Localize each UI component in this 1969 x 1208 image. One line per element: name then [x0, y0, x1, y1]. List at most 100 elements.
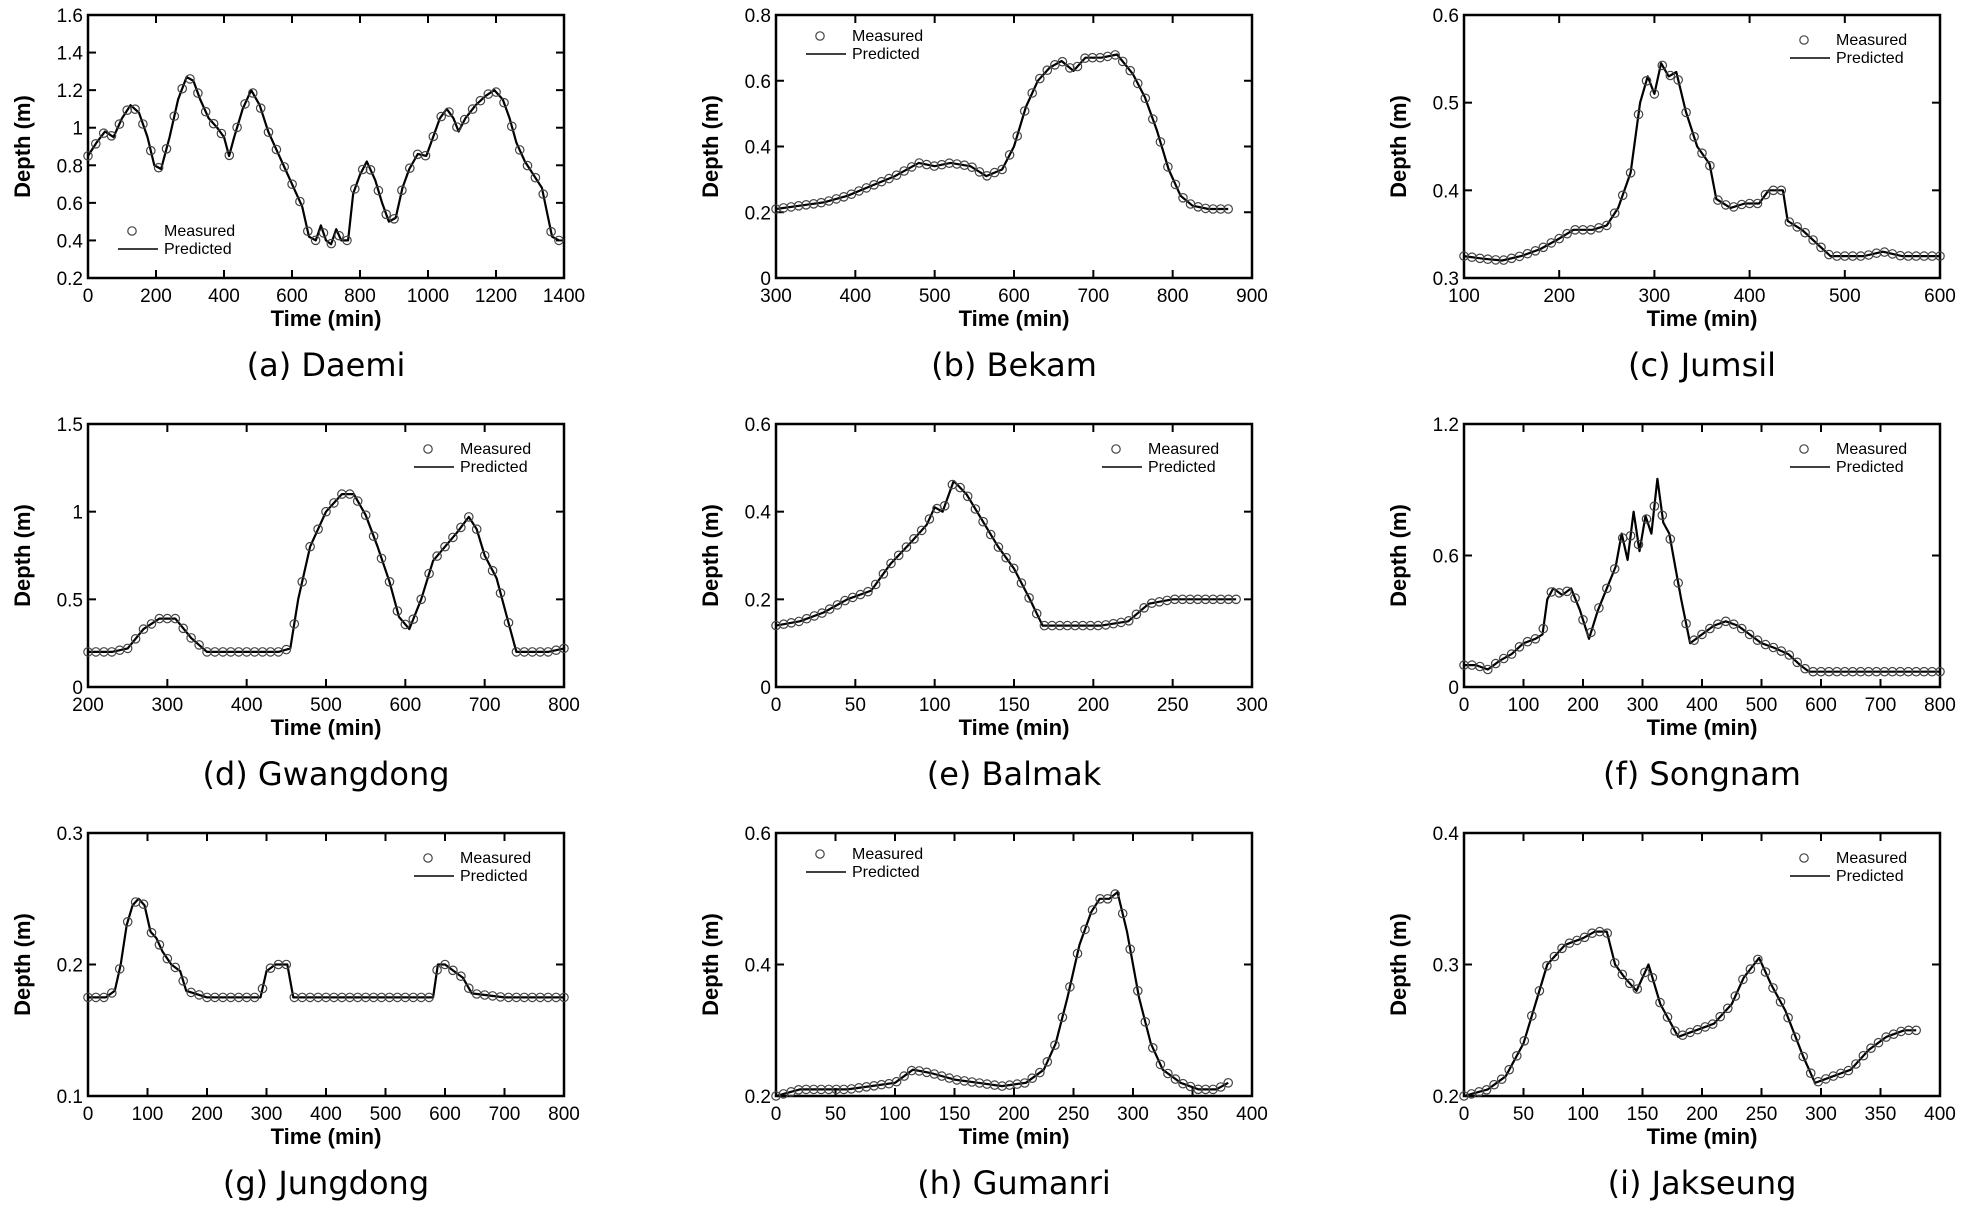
measured-point: [491, 87, 501, 97]
x-tick-label: 600: [389, 695, 421, 716]
legend-label-predicted: Predicted: [852, 864, 920, 881]
measured-point: [952, 1075, 962, 1085]
measured-point: [281, 959, 292, 970]
legend-marker-measured: [127, 226, 137, 236]
x-tick-label: 500: [1829, 286, 1861, 307]
measured-point: [863, 586, 873, 597]
measured-point: [255, 103, 266, 113]
chart-panel: 0 200 400 600 800 1000 1200 1400 0.2 0.4 0.6 0.8 1 1.…: [10, 6, 585, 384]
measured-point: [808, 199, 819, 209]
measured-point: [985, 529, 996, 540]
y-tick-label: 0.2: [745, 590, 771, 611]
measured-point: [1805, 1068, 1816, 1078]
measured-point: [1744, 629, 1755, 640]
measured-point: [838, 1084, 849, 1095]
measured-point: [1713, 195, 1723, 205]
measured-point: [1790, 1032, 1801, 1042]
measured-point: [801, 200, 811, 210]
measured-point: [1792, 222, 1802, 232]
measured-point: [130, 633, 141, 644]
measured-point: [906, 1065, 917, 1076]
measured-point: [479, 550, 490, 561]
measured-point: [1760, 967, 1771, 977]
measured-point: [793, 1085, 804, 1095]
measured-point: [1019, 106, 1030, 116]
measured-point: [1728, 619, 1739, 629]
measured-point: [344, 489, 355, 499]
legend-label-measured: Measured: [1148, 441, 1219, 458]
measured-point: [1662, 1012, 1673, 1022]
measured-point: [1736, 623, 1747, 634]
measured-point: [816, 1084, 826, 1095]
measured-point: [1483, 664, 1493, 675]
x-axis-label: Time (min): [959, 306, 1070, 331]
x-tick-label: 250: [1058, 1104, 1090, 1125]
measured-point: [1689, 635, 1699, 645]
measured-point: [1625, 530, 1636, 541]
measured-point: [463, 512, 474, 522]
y-axis-label: Depth (m): [1386, 504, 1411, 607]
y-axis-label: Depth (m): [698, 504, 723, 607]
x-tick-label: 400: [208, 286, 240, 307]
measured-point: [1042, 1057, 1053, 1067]
measured-point: [122, 643, 133, 654]
measured-point: [1705, 160, 1715, 171]
measured-point: [373, 185, 384, 196]
measured-point: [1816, 242, 1826, 253]
measured-point: [318, 228, 329, 238]
measured-point: [170, 962, 181, 973]
measured-point: [1133, 985, 1143, 996]
measured-point: [185, 74, 195, 84]
measured-point: [1148, 1043, 1158, 1053]
x-tick-label: 250: [1746, 1104, 1778, 1125]
measured-point: [899, 166, 909, 176]
y-tick-label: 0.3: [1433, 956, 1459, 977]
x-tick-label: 1200: [475, 286, 517, 307]
measured-point: [1903, 1025, 1914, 1036]
measured-point: [408, 614, 419, 624]
measured-point: [1697, 148, 1707, 158]
measured-point: [1896, 1026, 1906, 1037]
measured-point: [778, 619, 789, 629]
measured-point: [1665, 70, 1676, 81]
measured-point: [271, 144, 282, 155]
x-tick-label: 300: [1236, 695, 1268, 716]
y-tick-label: 0.4: [1433, 181, 1460, 202]
measured-point: [1035, 73, 1045, 84]
legend-label-predicted: Predicted: [1836, 50, 1904, 67]
y-tick-label: 0.2: [57, 269, 83, 290]
measured-point: [1655, 997, 1665, 1008]
measured-point: [1155, 137, 1166, 147]
measured-point: [1800, 663, 1810, 674]
chart-panel: 0 50 100 150 200 250 300 350 400 0.2 0.4 0.6 Time (m…: [698, 824, 1268, 1202]
measured-point: [1035, 1067, 1045, 1078]
measured-point: [1647, 972, 1658, 983]
measured-point: [1016, 578, 1027, 588]
measured-point: [305, 541, 315, 552]
measured-point: [1004, 1080, 1015, 1090]
measured-point: [381, 209, 391, 220]
y-tick-label: 0.2: [745, 1087, 771, 1108]
measured-point: [208, 118, 219, 129]
measured-point: [349, 184, 360, 194]
measured-point: [1085, 620, 1096, 631]
legend-label-predicted: Predicted: [1836, 459, 1904, 476]
measured-point: [1155, 1059, 1166, 1070]
measured-point: [1530, 633, 1541, 644]
predicted-series-line: [775, 479, 1237, 627]
measured-point: [456, 522, 466, 533]
measured-point: [1670, 1026, 1680, 1036]
measured-point: [1752, 198, 1763, 209]
y-tick-label: 0.6: [745, 415, 771, 436]
x-tick-label: 150: [998, 695, 1030, 716]
measured-point: [424, 568, 434, 579]
measured-point: [1649, 89, 1660, 99]
measured-point: [1798, 1051, 1808, 1062]
x-tick-label: 800: [1924, 695, 1956, 716]
measured-point: [1193, 202, 1203, 212]
x-tick-label: 300: [151, 695, 183, 716]
measured-point: [909, 533, 919, 544]
